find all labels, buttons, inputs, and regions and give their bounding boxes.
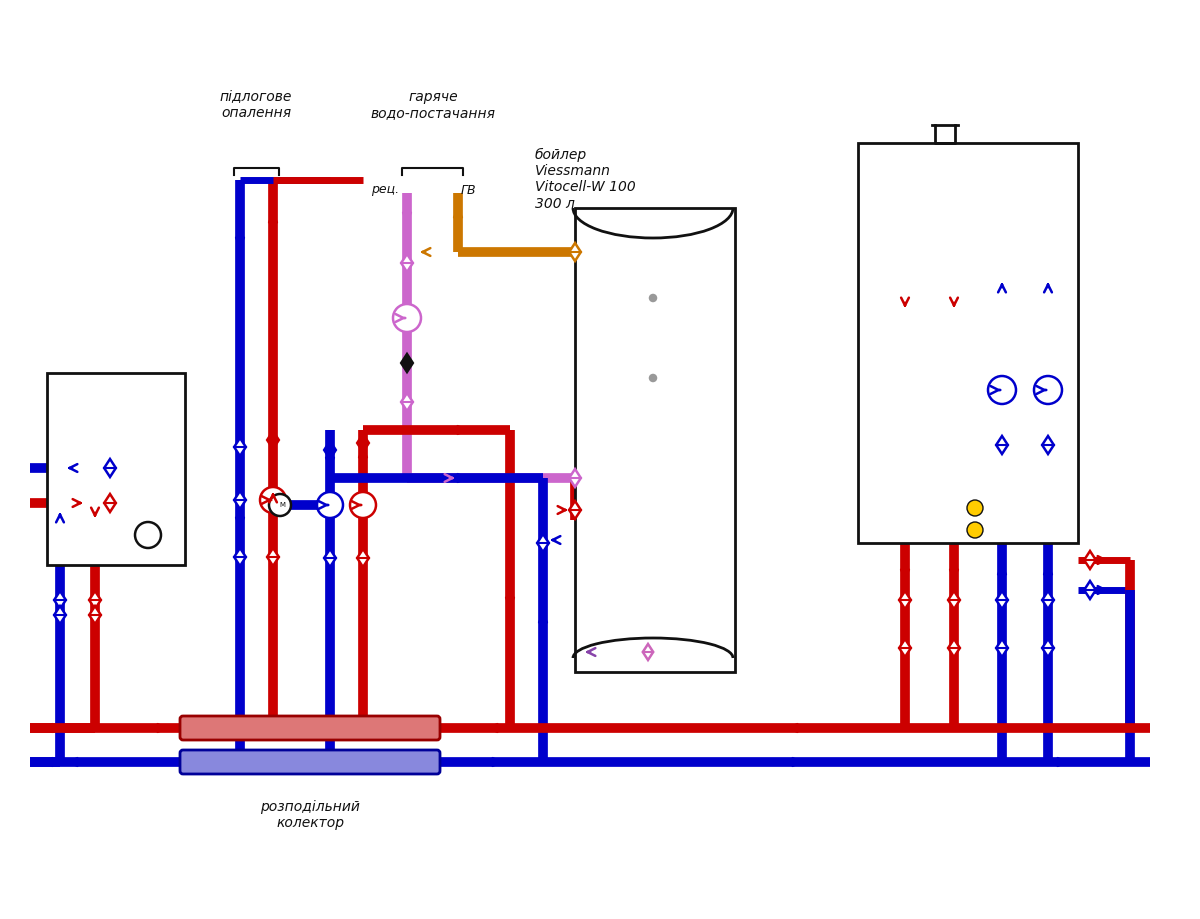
Circle shape: [317, 492, 343, 518]
Polygon shape: [324, 549, 336, 567]
Text: котел
електричний: котел електричний: [68, 452, 163, 482]
Text: M: M: [146, 532, 154, 541]
Circle shape: [988, 376, 1016, 404]
Polygon shape: [1042, 591, 1054, 609]
Polygon shape: [234, 491, 246, 509]
Polygon shape: [268, 548, 278, 566]
FancyBboxPatch shape: [180, 716, 440, 740]
Polygon shape: [142, 526, 154, 544]
Circle shape: [394, 304, 421, 332]
Circle shape: [967, 522, 983, 538]
Polygon shape: [899, 591, 911, 609]
Polygon shape: [1084, 581, 1096, 599]
Text: гаряче
водо-постачання: гаряче водо-постачання: [371, 90, 496, 120]
Polygon shape: [274, 496, 286, 514]
Polygon shape: [401, 354, 413, 372]
Polygon shape: [234, 548, 246, 566]
Circle shape: [650, 375, 656, 381]
Text: бойлер
Viessmann
Vitocell-W 100
300 л: бойлер Viessmann Vitocell-W 100 300 л: [535, 148, 636, 210]
Text: ХВ: ХВ: [661, 650, 678, 663]
Polygon shape: [569, 501, 581, 519]
Bar: [47, 373, 185, 565]
Polygon shape: [104, 494, 116, 512]
Polygon shape: [104, 459, 116, 477]
Circle shape: [650, 295, 656, 301]
Text: M: M: [278, 502, 286, 508]
Polygon shape: [1042, 639, 1054, 657]
Bar: [575, 208, 734, 672]
Polygon shape: [569, 243, 581, 261]
Circle shape: [134, 522, 161, 548]
Text: ГВ: ГВ: [461, 184, 476, 197]
Polygon shape: [89, 591, 101, 609]
Polygon shape: [358, 549, 368, 567]
Polygon shape: [401, 254, 413, 272]
Polygon shape: [996, 436, 1008, 454]
Bar: [858, 143, 1078, 543]
Polygon shape: [234, 438, 246, 456]
Polygon shape: [948, 639, 960, 657]
Polygon shape: [643, 644, 653, 660]
Circle shape: [1034, 376, 1062, 404]
Polygon shape: [268, 431, 278, 449]
Polygon shape: [1042, 436, 1054, 454]
Text: котел
газовий
конденсаційний
Viessmann
Vitodens 100-W
35 кВт: котел газовий конденсаційний Viessmann V…: [868, 158, 986, 253]
Circle shape: [260, 487, 286, 513]
Polygon shape: [569, 469, 581, 487]
Polygon shape: [89, 606, 101, 624]
Text: рец.: рец.: [371, 184, 398, 197]
Polygon shape: [996, 639, 1008, 657]
Polygon shape: [996, 591, 1008, 609]
FancyBboxPatch shape: [180, 750, 440, 774]
Polygon shape: [358, 434, 368, 452]
Polygon shape: [54, 606, 66, 624]
Text: розподільний
колектор: розподільний колектор: [260, 800, 360, 830]
Text: підлогове
опалення: підлогове опалення: [220, 90, 292, 120]
Polygon shape: [401, 393, 413, 411]
Polygon shape: [538, 534, 548, 552]
Polygon shape: [54, 591, 66, 609]
Polygon shape: [899, 639, 911, 657]
Circle shape: [350, 492, 376, 518]
Circle shape: [269, 494, 292, 516]
Polygon shape: [324, 441, 336, 459]
Circle shape: [967, 500, 983, 516]
Polygon shape: [948, 591, 960, 609]
Polygon shape: [1084, 551, 1096, 569]
